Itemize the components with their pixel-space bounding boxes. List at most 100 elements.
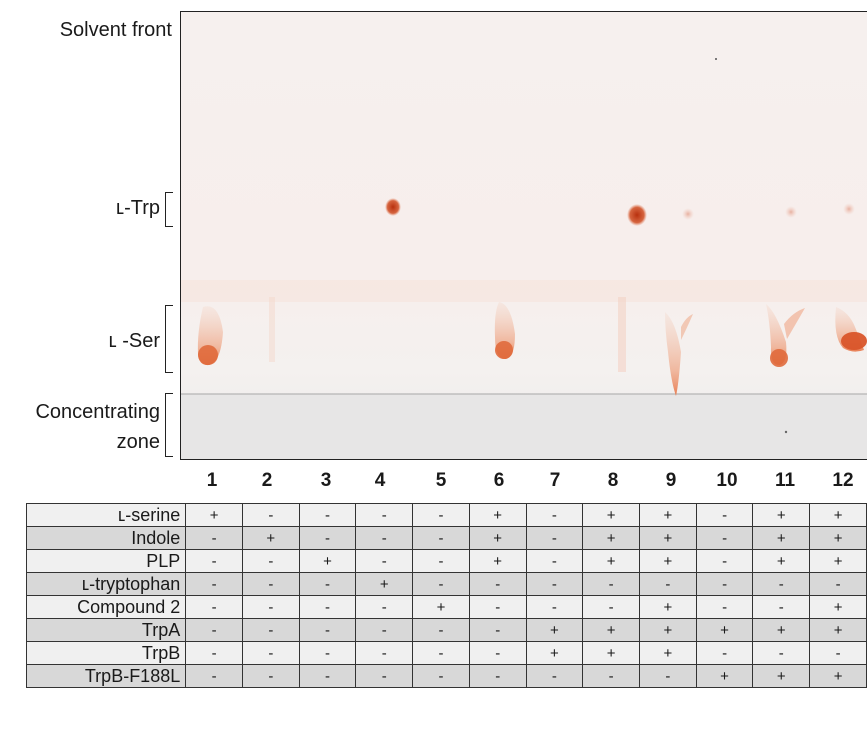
table-cell: -	[241, 595, 300, 619]
table-cell: -	[638, 572, 697, 596]
row-label-plp: PLP	[25, 549, 187, 573]
table-cell: +	[752, 549, 811, 573]
table-cell: -	[298, 503, 357, 527]
table-cell: -	[638, 664, 697, 688]
lane-streak	[618, 297, 626, 372]
lane-number-6: 6	[493, 470, 505, 491]
table-cell: -	[582, 572, 640, 596]
table-row: TrpB - - - - - - + + + - - -	[25, 641, 867, 665]
table-cell: -	[412, 641, 470, 665]
table-cell: -	[185, 618, 243, 642]
table-cell: -	[752, 572, 811, 596]
table-cell: -	[241, 503, 300, 527]
table-cell: -	[695, 595, 754, 619]
table-cell: +	[752, 503, 811, 527]
table-cell: -	[525, 595, 584, 619]
table-cell: +	[752, 664, 811, 688]
ser-branch-lane-9	[681, 314, 693, 340]
lane-number-11: 11	[774, 470, 796, 491]
table-cell: -	[695, 572, 754, 596]
table-cell: -	[241, 641, 300, 665]
zone-label: zone	[116, 431, 160, 453]
table-cell: -	[412, 526, 470, 550]
conditions-table: ʟ-serine + - - - - + - + + - + + Indole …	[25, 503, 867, 688]
trp-label: ʟ-Trp	[116, 197, 160, 219]
ser-label: ʟ -Ser	[108, 330, 160, 352]
table-cell: +	[638, 595, 697, 619]
table-cell: -	[355, 618, 414, 642]
table-cell: +	[638, 618, 697, 642]
table-cell: -	[468, 618, 527, 642]
table-row: ʟ-tryptophan - - - + - - - - - - - -	[25, 572, 867, 596]
tlc-plate	[180, 11, 867, 460]
table-cell: +	[695, 664, 754, 688]
table-cell: -	[298, 618, 357, 642]
table-cell: -	[185, 572, 243, 596]
table-cell: +	[638, 549, 697, 573]
concentrating-label: Concentrating	[35, 401, 160, 423]
table-cell: -	[185, 664, 243, 688]
lane-number-5: 5	[435, 470, 447, 491]
table-cell: -	[298, 664, 357, 688]
table-row: Indole - + - - - + - + + - + +	[25, 526, 867, 550]
table-cell: +	[638, 641, 697, 665]
trp-spot-lane-9	[682, 208, 694, 220]
table-cell: -	[355, 641, 414, 665]
lane-number-10: 10	[716, 470, 738, 491]
table-cell: -	[468, 641, 527, 665]
table-cell: -	[468, 572, 527, 596]
table-cell: -	[185, 526, 243, 550]
trp-spot-lane-11	[785, 206, 797, 218]
lane-number-9: 9	[665, 470, 677, 491]
lane-number-1: 1	[206, 470, 218, 491]
ser-core-lane-6	[495, 341, 513, 359]
table-cell: -	[468, 664, 527, 688]
table-cell: +	[241, 526, 300, 550]
table-cell: -	[582, 664, 640, 688]
lane-number-2: 2	[261, 470, 273, 491]
table-cell: +	[525, 641, 584, 665]
table-cell: +	[752, 618, 811, 642]
ser-core-lane-12	[841, 332, 867, 350]
table-cell: +	[355, 572, 414, 596]
table-row: TrpB-F188L - - - - - - - - - + + +	[25, 664, 867, 688]
table-cell: -	[695, 641, 754, 665]
table-cell: +	[695, 618, 754, 642]
ser-band	[181, 280, 867, 302]
table-cell: -	[185, 595, 243, 619]
row-label-trpb-f188l: TrpB-F188L	[25, 664, 187, 688]
trp-spot-lane-12	[843, 203, 855, 215]
lane-number-8: 8	[607, 470, 619, 491]
table-cell: -	[355, 595, 414, 619]
table-cell: -	[412, 572, 470, 596]
table-cell: +	[582, 549, 640, 573]
table-cell: -	[412, 549, 470, 573]
table-cell: -	[412, 664, 470, 688]
table-cell: +	[468, 526, 527, 550]
row-label-serine: ʟ-serine	[25, 503, 187, 527]
table-cell: -	[695, 503, 754, 527]
tlc-plate-drawing	[181, 58, 867, 459]
table-cell: -	[298, 526, 357, 550]
table-cell: +	[638, 526, 697, 550]
concentrating-bracket	[165, 393, 173, 457]
concentrating-zone	[181, 394, 867, 459]
table-cell: -	[809, 641, 867, 665]
table-cell: +	[298, 549, 357, 573]
table-cell: -	[752, 641, 811, 665]
table-cell: +	[468, 549, 527, 573]
table-cell: +	[525, 618, 584, 642]
solvent-front-label: Solvent front	[59, 19, 172, 41]
table-cell: -	[468, 595, 527, 619]
speck	[715, 58, 717, 60]
table-row: PLP - - + - - + - + + - + +	[25, 549, 867, 573]
table-cell: -	[355, 526, 414, 550]
table-row: ʟ-serine + - - - - + - + + - + +	[25, 503, 867, 527]
table-cell: +	[638, 503, 697, 527]
ser-core-lane-1	[198, 345, 218, 365]
table-cell: -	[752, 595, 811, 619]
ser-core-lane-11	[770, 349, 788, 367]
lane-number-4: 4	[374, 470, 386, 491]
table-cell: +	[412, 595, 470, 619]
lane-number-3: 3	[320, 470, 332, 491]
